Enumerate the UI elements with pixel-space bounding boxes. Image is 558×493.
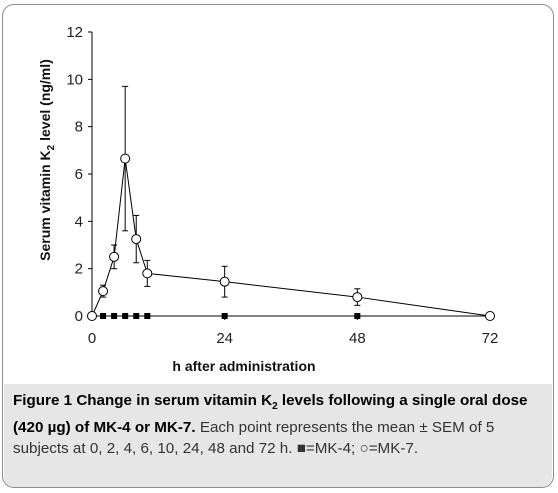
- point-mk7: [98, 286, 109, 297]
- y-tick-label: 4: [75, 213, 83, 230]
- x-tick-label: 48: [349, 330, 366, 347]
- y-tick-label: 6: [75, 166, 83, 183]
- figure-caption: Figure 1 Change in serum vitamin K2 leve…: [13, 390, 545, 459]
- caption-title: Change in serum vitamin K2 levels follow…: [13, 392, 528, 437]
- point-mk7: [120, 153, 131, 164]
- point-mk7: [485, 311, 495, 321]
- x-tick-label: 24: [216, 330, 233, 347]
- point-mk7: [87, 311, 97, 321]
- y-tick-label: 0: [75, 308, 83, 325]
- point-mk7: [142, 268, 153, 279]
- point-mk4: [133, 313, 140, 319]
- legend-mk7-symbol: ○: [359, 440, 369, 458]
- x-tick-label: 0: [88, 330, 96, 347]
- y-tick-label: 10: [66, 71, 83, 88]
- point-mk4: [221, 313, 228, 319]
- point-mk7: [219, 276, 230, 287]
- figure-frame: 0 2 4 6 8 10 12 0 24 48 72 h after administration …: [2, 4, 554, 488]
- legend-mk4-symbol: ■: [296, 440, 306, 458]
- x-tick-label: 72: [482, 330, 499, 347]
- legend-mk7-label: =MK-7.: [368, 440, 419, 458]
- point-mk7: [109, 251, 120, 262]
- point-mk4: [111, 313, 118, 319]
- series-line-mk7: [91, 158, 491, 317]
- y-tick-label: 2: [75, 261, 83, 278]
- point-mk7: [131, 234, 142, 245]
- caption-box: Figure 1 Change in serum vitamin K2 leve…: [4, 384, 552, 487]
- point-mk7: [352, 292, 363, 303]
- caption-body: Each point represents the mean ± SEM of …: [13, 419, 495, 458]
- y-tick-label: 12: [66, 24, 83, 41]
- legend-mk4-label: =MK-4;: [305, 440, 356, 458]
- point-mk4: [354, 313, 361, 319]
- caption-label: Figure 1: [13, 392, 73, 409]
- point-mk4: [144, 313, 151, 319]
- point-mk4: [122, 313, 129, 319]
- y-axis-title: Serum vitamin K2 level (ng/ml): [37, 59, 57, 261]
- x-axis-title: h after administration: [172, 358, 315, 374]
- y-tick-label: 8: [75, 119, 83, 136]
- point-mk4: [100, 313, 107, 319]
